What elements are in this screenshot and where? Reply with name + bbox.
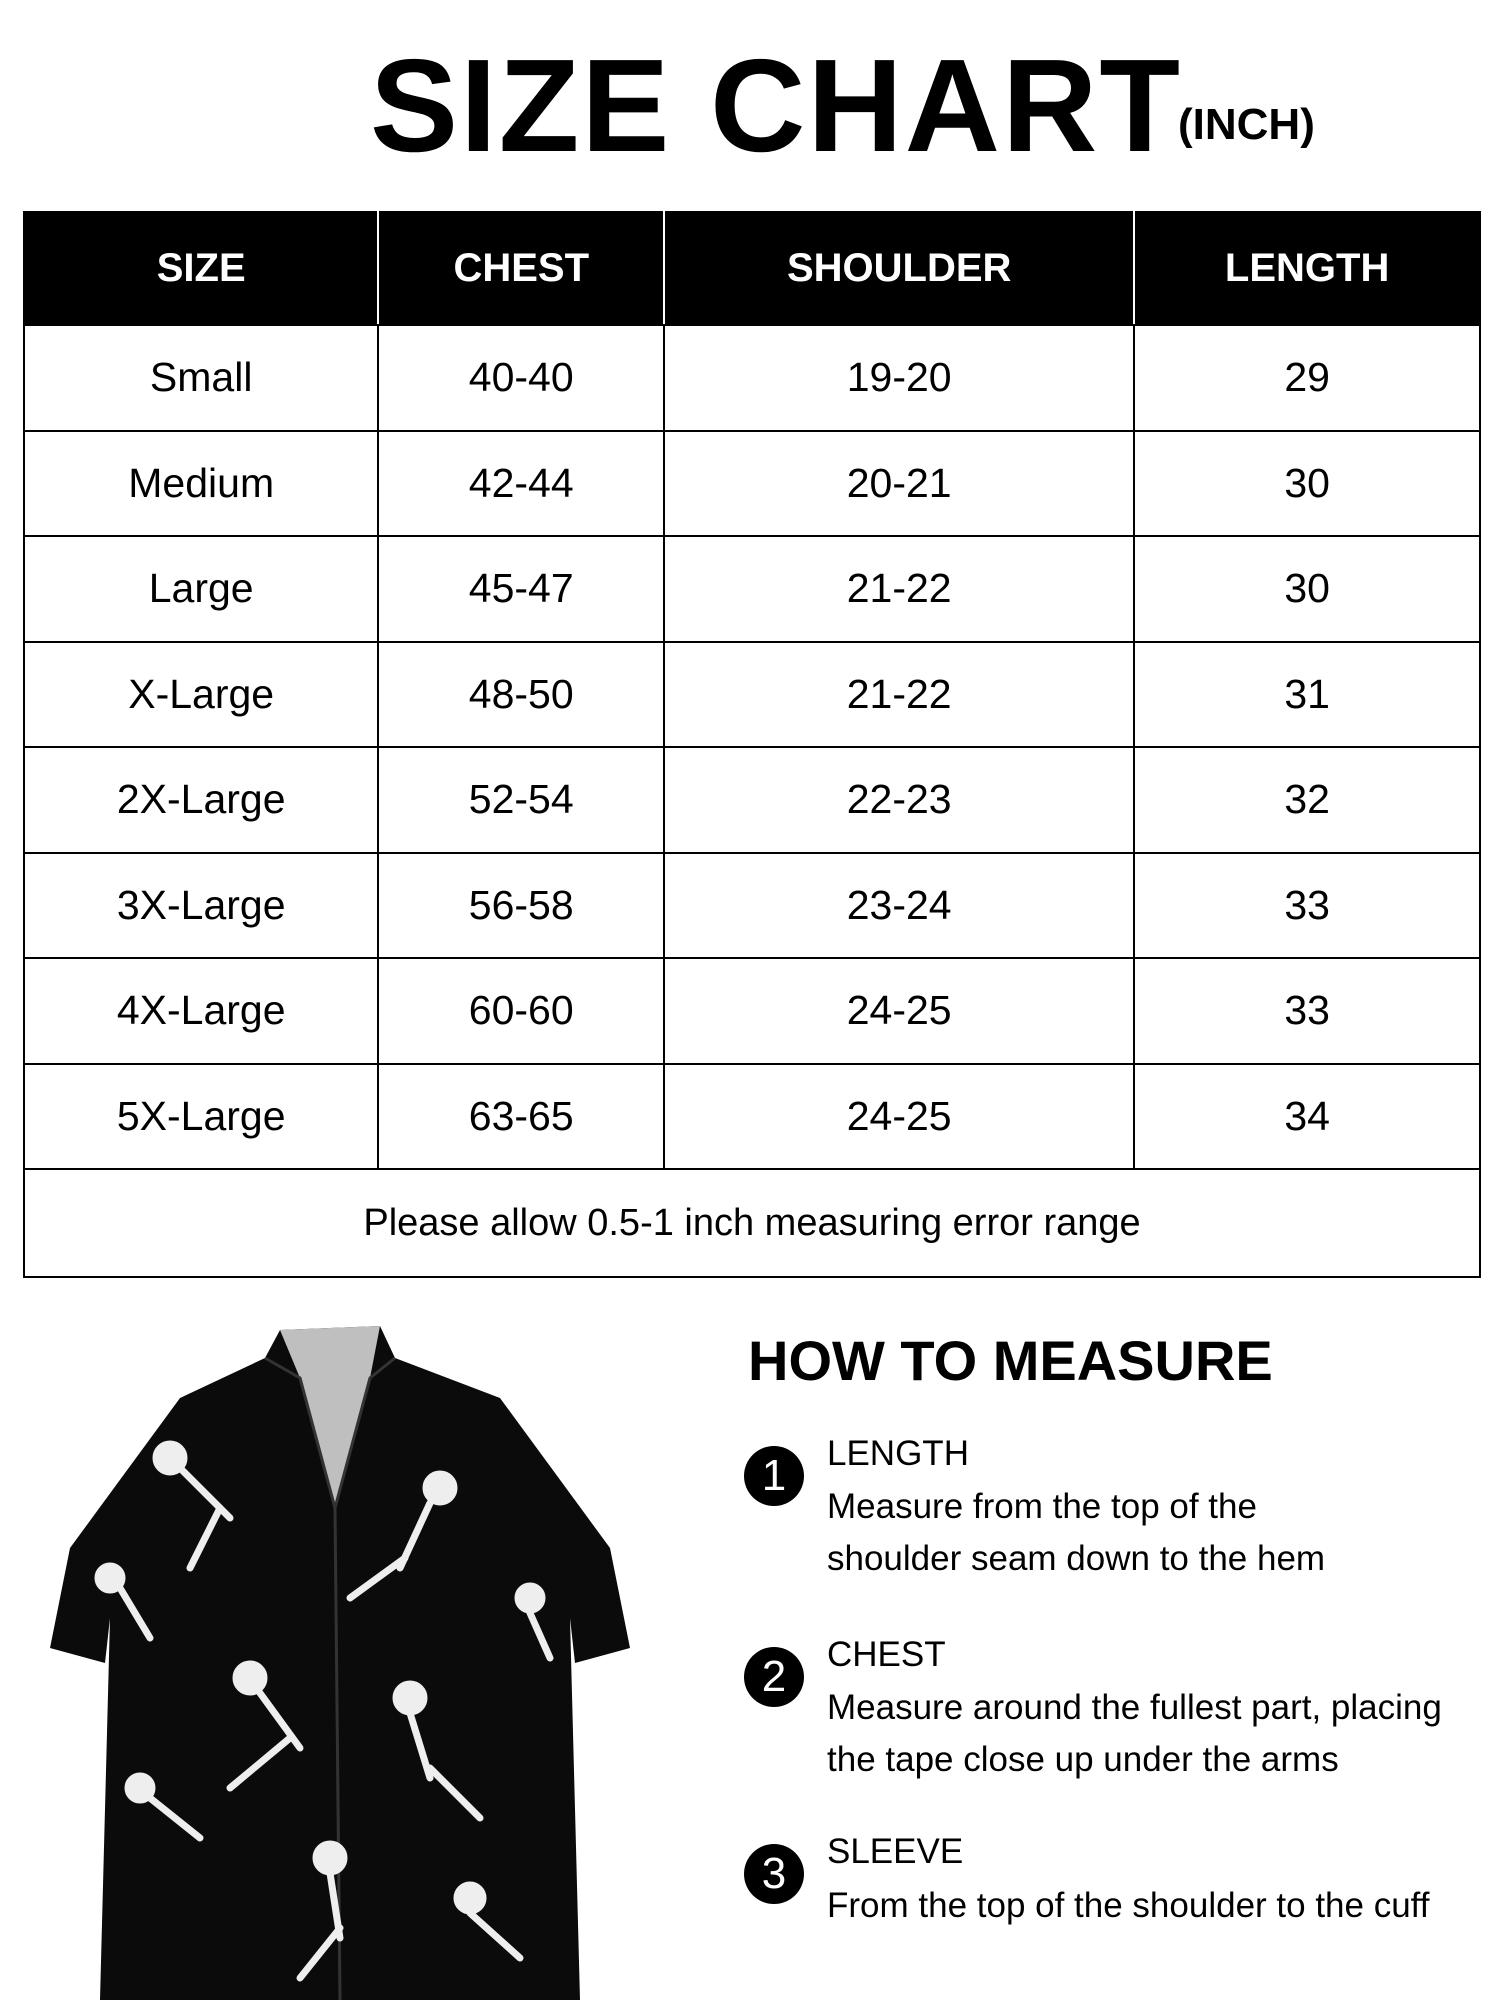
cell-shoulder: 21-22: [663, 535, 1136, 643]
cell-length: 34: [1133, 1062, 1481, 1170]
cell-length: 30: [1133, 535, 1481, 643]
step-2-label: CHEST: [827, 1635, 946, 1674]
cell-shoulder: 19-20: [663, 324, 1136, 432]
cell-shoulder: 22-23: [663, 746, 1136, 854]
header-size: SIZE: [22, 211, 380, 326]
step-3-badge: 3: [744, 1844, 804, 1904]
table-row: Medium 42-44 20-21 30: [22, 429, 1481, 537]
cell-size: X-Large: [22, 640, 380, 748]
table-row: Large 45-47 21-22 30: [22, 535, 1481, 643]
cell-size: 4X-Large: [22, 957, 380, 1065]
table-row: 3X-Large 56-58 23-24 33: [22, 851, 1481, 959]
table-row: 4X-Large 60-60 24-25 33: [22, 957, 1481, 1065]
cell-size: Small: [22, 324, 380, 432]
header-length: LENGTH: [1133, 211, 1481, 326]
step-1-line-1: Measure from the top of the: [827, 1487, 1257, 1526]
page-title: SIZE CHART: [370, 32, 1182, 179]
unit-label: (INCH): [1178, 100, 1315, 149]
step-3-line-1: From the top of the shoulder to the cuff: [827, 1886, 1430, 1925]
cell-chest: 48-50: [377, 640, 666, 748]
step-2-line-2: the tape close up under the arms: [827, 1740, 1339, 1779]
header-chest: CHEST: [377, 211, 666, 326]
size-table: SIZE CHEST SHOULDER LENGTH Small 40-40 19-…: [22, 211, 1481, 1278]
table-header-row: SIZE CHEST SHOULDER LENGTH: [22, 211, 1481, 326]
cell-size: 5X-Large: [22, 1062, 380, 1170]
measurement-note: Please allow 0.5-1 inch measuring error …: [23, 1168, 1481, 1278]
table-row: 2X-Large 52-54 22-23 32: [22, 746, 1481, 854]
cell-chest: 56-58: [377, 851, 666, 959]
step-1-badge: 1: [744, 1446, 804, 1506]
cell-length: 33: [1133, 851, 1481, 959]
step-1-line-2: shoulder seam down to the hem: [827, 1539, 1326, 1578]
cell-chest: 45-47: [377, 535, 666, 643]
cell-size: 2X-Large: [22, 746, 380, 854]
cell-chest: 52-54: [377, 746, 666, 854]
cell-shoulder: 24-25: [663, 957, 1136, 1065]
cell-length: 31: [1133, 640, 1481, 748]
cell-chest: 40-40: [377, 324, 666, 432]
cell-size: 3X-Large: [22, 851, 380, 959]
shirt-image: [50, 1326, 630, 2000]
step-1-label: LENGTH: [827, 1434, 969, 1473]
step-3-label: SLEEVE: [827, 1832, 964, 1871]
cell-length: 30: [1133, 429, 1481, 537]
header-shoulder: SHOULDER: [663, 211, 1136, 326]
cell-chest: 42-44: [377, 429, 666, 537]
table-row: X-Large 48-50 21-22 31: [22, 640, 1481, 748]
cell-chest: 60-60: [377, 957, 666, 1065]
cell-shoulder: 21-22: [663, 640, 1136, 748]
step-2-badge: 2: [744, 1647, 804, 1707]
cell-chest: 63-65: [377, 1062, 666, 1170]
table-row: 5X-Large 63-65 24-25 34: [22, 1062, 1481, 1170]
cell-shoulder: 24-25: [663, 1062, 1136, 1170]
cell-size: Medium: [22, 429, 380, 537]
how-to-measure-heading: HOW TO MEASURE: [748, 1329, 1273, 1392]
step-2-line-1: Measure around the fullest part, placing: [827, 1688, 1442, 1727]
cell-length: 33: [1133, 957, 1481, 1065]
table-row: Small 40-40 19-20 29: [22, 324, 1481, 432]
cell-length: 29: [1133, 324, 1481, 432]
cell-size: Large: [22, 535, 380, 643]
cell-shoulder: 20-21: [663, 429, 1136, 537]
cell-length: 32: [1133, 746, 1481, 854]
cell-shoulder: 23-24: [663, 851, 1136, 959]
